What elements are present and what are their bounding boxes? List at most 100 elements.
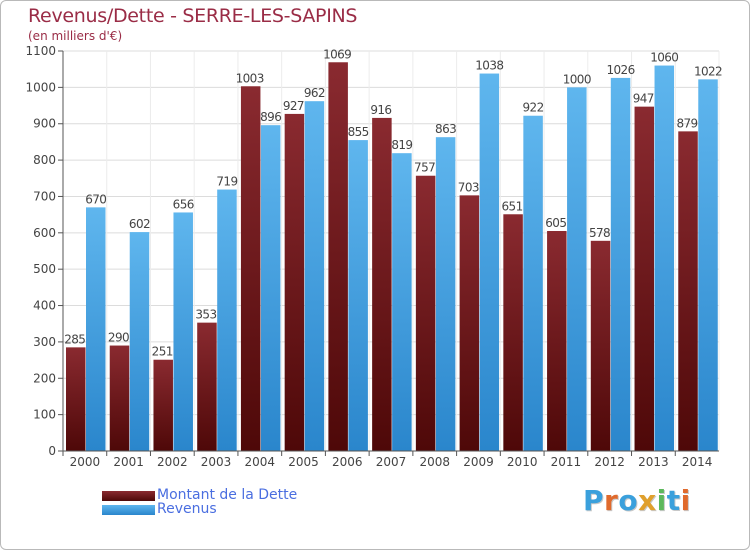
data-labels: 285 290 251 353 1003 927 1069 916 757 703 651 605 57…: [64, 47, 722, 358]
data-label-dette: 251: [152, 345, 173, 359]
y-tick-label: 1000: [25, 80, 56, 94]
data-label-dette: 703: [458, 180, 479, 194]
data-label-dette: 1003: [236, 71, 264, 85]
data-label-revenus: 962: [304, 86, 325, 100]
x-tick-label: 2014: [682, 455, 713, 469]
data-label-revenus: 896: [260, 110, 281, 124]
data-label-dette: 578: [589, 226, 610, 240]
x-tick-label: 2002: [157, 455, 188, 469]
data-label-revenus: 656: [173, 197, 194, 211]
chart-title: Revenus/Dette - SERRE-LES-SAPINS: [28, 5, 358, 27]
bar-revenus: [348, 140, 368, 451]
data-label-revenus: 719: [216, 175, 237, 189]
x-tick-label: 2011: [551, 455, 582, 469]
bar-revenus: [479, 73, 500, 451]
data-label-dette: 651: [502, 199, 523, 213]
logo-letter: t: [666, 484, 681, 517]
bar-revenus: [217, 189, 237, 451]
bar-dette: [240, 86, 261, 451]
bar-revenus: [392, 153, 412, 451]
proxiti-logo: Proxiti: [583, 484, 691, 517]
y-tick-label: 400: [33, 299, 56, 313]
y-tick-label: 300: [33, 335, 56, 349]
y-tick-label: 200: [33, 371, 56, 385]
x-tick-label: 2013: [638, 455, 669, 469]
x-tick-label: 2010: [507, 455, 538, 469]
data-label-revenus: 1022: [694, 64, 722, 78]
y-tick-label: 1100: [25, 44, 56, 58]
data-label-revenus: 855: [348, 125, 369, 139]
x-tick-label: 2008: [419, 455, 450, 469]
bar-revenus: [129, 232, 150, 451]
data-label-revenus: 1000: [563, 72, 591, 86]
legend-swatch-revenus: [102, 505, 155, 515]
logo-letter: o: [618, 484, 639, 517]
bar-dette: [197, 322, 217, 451]
x-tick-label: 2012: [594, 455, 625, 469]
bar-revenus: [260, 125, 281, 451]
x-tick-label: 2004: [245, 455, 276, 469]
x-tick-label: 2001: [113, 455, 144, 469]
bar-revenus: [698, 79, 718, 451]
data-label-revenus: 1038: [475, 59, 503, 73]
data-label-dette: 757: [414, 161, 435, 175]
x-tick-label: 2003: [201, 455, 232, 469]
logo-letter: r: [604, 484, 619, 517]
logo-letter: i: [680, 484, 691, 517]
bar-dette: [153, 359, 173, 451]
y-tick-label: 500: [33, 262, 56, 276]
legend-label-dette: Montant de la Dette: [157, 487, 298, 503]
bar-revenus: [523, 115, 543, 452]
axes: 0 100 200 300 400 500 600 700 800 900 1000 1100 2000…: [25, 44, 719, 469]
bar-dette: [634, 106, 655, 452]
bar-revenus: [304, 101, 325, 451]
data-label-revenus: 670: [85, 192, 106, 206]
legend-swatch-dette: [102, 491, 155, 501]
bar-dette: [328, 62, 348, 451]
bar-dette: [590, 240, 611, 451]
y-tick-label: 600: [33, 226, 56, 240]
data-label-revenus: 819: [391, 138, 412, 152]
bar-revenus: [173, 212, 193, 451]
y-tick-label: 100: [33, 408, 56, 422]
data-label-dette: 879: [676, 116, 697, 130]
data-label-dette: 947: [633, 92, 654, 106]
bar-revenus: [654, 65, 675, 451]
data-label-dette: 605: [545, 216, 566, 230]
data-label-revenus: 922: [523, 101, 544, 115]
bar-dette: [678, 131, 698, 451]
y-tick-label: 0: [48, 444, 56, 458]
data-label-dette: 285: [64, 332, 85, 346]
y-tick-label: 800: [33, 153, 56, 167]
y-tick-label: 700: [33, 189, 56, 203]
chart-subtitle: (en milliers d'€): [28, 29, 123, 43]
logo-letter: x: [638, 484, 657, 517]
bar-dette: [109, 345, 130, 451]
data-label-revenus: 602: [129, 217, 150, 231]
data-label-dette: 916: [370, 103, 391, 117]
x-tick-label: 2005: [288, 455, 319, 469]
x-tick-label: 2009: [463, 455, 494, 469]
x-tick-label: 2007: [376, 455, 407, 469]
y-tick-label: 900: [33, 117, 56, 131]
legend-label-revenus: Revenus: [157, 501, 217, 517]
bar-dette: [372, 117, 392, 451]
bar-dette: [66, 347, 86, 451]
data-label-revenus: 863: [435, 122, 456, 136]
data-label-revenus: 1026: [606, 63, 634, 77]
bars: [66, 62, 718, 452]
bar-dette: [284, 113, 305, 451]
x-tick-label: 2000: [70, 455, 101, 469]
bar-revenus: [86, 207, 106, 451]
data-label-dette: 1069: [323, 47, 351, 61]
data-label-dette: 290: [108, 331, 129, 345]
data-label-dette: 353: [195, 308, 216, 322]
logo-letter: i: [656, 484, 667, 517]
bar-revenus: [567, 87, 587, 451]
data-label-revenus: 1060: [650, 51, 678, 65]
bar-revenus: [610, 77, 631, 451]
logo-letter: P: [583, 484, 605, 517]
bar-dette: [503, 214, 523, 451]
